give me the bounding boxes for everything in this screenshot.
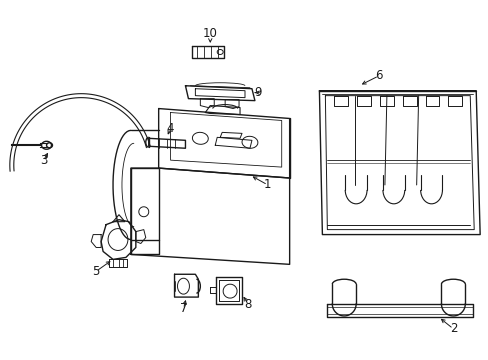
Text: 10: 10: [203, 27, 217, 40]
Text: 3: 3: [40, 154, 47, 167]
Text: 1: 1: [264, 179, 271, 192]
Text: 4: 4: [166, 122, 174, 135]
Text: 6: 6: [374, 69, 382, 82]
Text: 9: 9: [254, 86, 261, 99]
Text: 7: 7: [180, 302, 187, 315]
Text: 2: 2: [448, 322, 456, 336]
Text: 8: 8: [244, 297, 251, 311]
Text: 5: 5: [92, 265, 100, 278]
